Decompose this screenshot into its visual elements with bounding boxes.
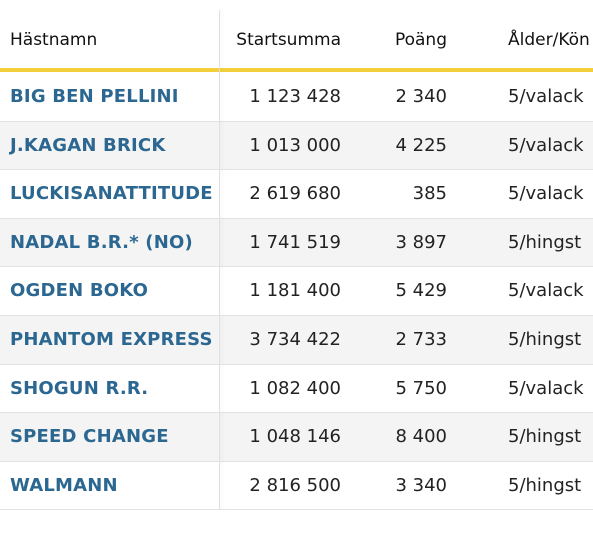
table-row: [0, 218, 593, 268]
row-separator: [0, 315, 593, 316]
points: 2 733: [395, 329, 447, 350]
horse-name-link[interactable]: SHOGUN R.R.: [10, 377, 149, 399]
row-separator: [0, 217, 593, 219]
age-sex: 5/valack: [508, 86, 584, 107]
points: 385: [412, 183, 447, 205]
row-separator: [0, 169, 593, 171]
row-separator: [0, 266, 593, 268]
points: 4 225: [395, 134, 447, 156]
column-header[interactable]: Hästnamn: [10, 30, 98, 50]
points: 8 400: [395, 426, 447, 448]
header-underline: [0, 68, 593, 72]
column-header[interactable]: Ålder/Kön: [508, 30, 590, 50]
horse-name-link[interactable]: OGDEN BOKO: [10, 280, 149, 302]
row-separator: [0, 363, 593, 365]
row-separator: [0, 120, 593, 122]
horse-name-link[interactable]: PHANTOM EXPRESS: [10, 329, 213, 350]
start-sum: 1 181 400: [249, 280, 341, 302]
column-header[interactable]: Startsumma: [236, 30, 341, 50]
horse-name-link[interactable]: BIG BEN PELLINI: [10, 86, 179, 107]
age-sex: 5/hingst: [508, 329, 582, 350]
table-row: [0, 364, 593, 414]
age-sex: 5/valack: [508, 183, 584, 205]
age-sex: 5/hingst: [508, 474, 582, 496]
age-sex: 5/hingst: [508, 231, 582, 253]
points: 3 897: [395, 231, 447, 253]
horse-name-link[interactable]: J.KAGAN BRICK: [10, 134, 166, 156]
start-sum: 2 816 500: [249, 474, 341, 496]
horse-name-link[interactable]: WALMANN: [10, 474, 118, 496]
horse-name-link[interactable]: LUCKISANATTITUDE: [10, 183, 213, 205]
horse-name-link[interactable]: NADAL B.R.* (NO): [10, 231, 193, 253]
table-row: [0, 413, 593, 462]
points: 5 750: [395, 377, 447, 399]
start-sum: 1 013 000: [249, 134, 341, 156]
start-sum: 1 048 146: [249, 426, 341, 448]
table-row: [0, 170, 593, 219]
table-row: [0, 73, 593, 122]
table-row: [0, 461, 593, 511]
row-separator: [0, 509, 593, 511]
start-sum: 3 734 422: [249, 329, 341, 350]
table-row: [0, 121, 593, 171]
age-sex: 5/valack: [508, 377, 584, 399]
column-header[interactable]: Poäng: [394, 30, 447, 50]
age-sex: 5/hingst: [508, 426, 582, 448]
points: 2 340: [395, 86, 447, 107]
sticky-column-divider: [219, 10, 220, 510]
table-row: [0, 267, 593, 316]
start-sum: 1 741 519: [249, 231, 341, 253]
start-sum: 1 123 428: [249, 86, 341, 107]
row-separator: [0, 460, 593, 462]
age-sex: 5/valack: [508, 134, 584, 156]
points: 5 429: [395, 280, 447, 302]
row-separator: [0, 412, 593, 414]
points: 3 340: [395, 474, 447, 496]
age-sex: 5/valack: [508, 280, 584, 302]
start-sum: 2 619 680: [249, 183, 341, 205]
horse-name-link[interactable]: SPEED CHANGE: [10, 426, 169, 448]
table-row: [0, 316, 593, 365]
start-sum: 1 082 400: [249, 377, 341, 399]
